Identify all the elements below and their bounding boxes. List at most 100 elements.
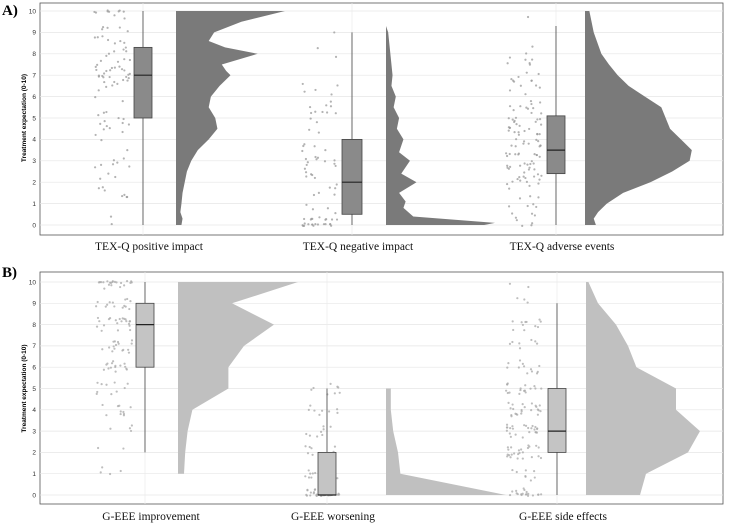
- y-tick-label: 8: [32, 322, 36, 329]
- rain-point: [122, 348, 125, 352]
- rain-point: [118, 317, 121, 321]
- rain-point: [129, 429, 133, 433]
- rain-point: [320, 409, 324, 412]
- rain-point: [519, 179, 522, 182]
- rain-point: [515, 138, 518, 141]
- rain-point: [530, 111, 533, 115]
- rain-point: [508, 493, 512, 497]
- rain-point: [306, 161, 309, 164]
- rain-point: [526, 372, 529, 375]
- rain-point: [508, 56, 512, 59]
- rain-point: [523, 129, 526, 133]
- rain-point: [507, 117, 510, 120]
- box-iqr: [547, 388, 567, 453]
- rain-point: [538, 404, 541, 407]
- rain-point: [530, 224, 533, 227]
- rain-point: [524, 176, 527, 180]
- rain-point: [531, 222, 534, 225]
- rain-point: [124, 365, 127, 368]
- rain-point: [531, 424, 534, 428]
- rain-point: [537, 493, 540, 496]
- rain-point: [538, 155, 541, 158]
- rain-point: [96, 316, 100, 320]
- rain-point: [521, 224, 524, 228]
- rain-point: [521, 436, 524, 439]
- rain-point: [114, 343, 118, 347]
- rain-point: [523, 389, 527, 392]
- rain-point: [309, 218, 312, 221]
- rain-point: [524, 424, 528, 427]
- x-category-label: G-EEE improvement: [102, 511, 200, 523]
- rain-point: [529, 162, 532, 166]
- rain-point: [312, 386, 315, 390]
- rain-point: [108, 75, 111, 79]
- rain-point: [524, 469, 527, 472]
- rain-point: [511, 180, 514, 183]
- rain-point: [538, 86, 541, 89]
- rain-point: [316, 156, 320, 159]
- rain-point: [106, 303, 109, 306]
- rain-point: [506, 391, 509, 395]
- rain-point: [106, 26, 109, 29]
- rain-point: [521, 323, 525, 327]
- rain-point: [123, 386, 126, 390]
- rain-point: [122, 157, 125, 160]
- rain-point: [123, 69, 126, 72]
- rain-point: [93, 10, 96, 14]
- rain-point: [117, 342, 120, 345]
- rain-point: [113, 80, 116, 84]
- rain-point: [526, 107, 530, 110]
- rain-point: [519, 388, 522, 392]
- rain-point: [513, 131, 516, 134]
- rain-point: [535, 405, 538, 408]
- rain-point: [514, 412, 517, 415]
- rain-point: [335, 218, 339, 221]
- rain-point: [530, 402, 534, 405]
- rain-point: [533, 214, 536, 217]
- rain-point: [325, 111, 329, 114]
- rain-point: [305, 175, 308, 178]
- rain-point: [512, 328, 515, 332]
- rain-point: [535, 372, 539, 375]
- rain-point: [315, 493, 318, 496]
- rain-point: [101, 466, 104, 469]
- rain-point: [538, 318, 541, 321]
- rain-point: [540, 123, 543, 126]
- rain-point: [107, 367, 110, 370]
- rain-point: [127, 77, 130, 80]
- rain-point: [317, 191, 320, 194]
- rain-point: [526, 446, 530, 450]
- rain-point: [310, 476, 313, 479]
- rain-point: [510, 446, 513, 449]
- y-tick-label: 7: [32, 343, 36, 350]
- rain-point: [103, 287, 106, 290]
- rain-point: [518, 197, 522, 200]
- rain-point: [314, 88, 317, 92]
- rain-point: [511, 340, 514, 344]
- rain-point: [301, 149, 304, 153]
- rain-point: [119, 39, 122, 43]
- rain-point: [119, 410, 122, 413]
- rain-point: [510, 144, 513, 147]
- rain-point: [514, 216, 518, 219]
- rain-point: [114, 370, 117, 373]
- rain-point: [106, 280, 109, 283]
- rain-point: [103, 189, 106, 192]
- rain-point: [535, 205, 538, 209]
- rain-point: [505, 152, 508, 155]
- rain-point: [96, 300, 99, 304]
- rain-point: [520, 448, 523, 451]
- rain-point: [336, 408, 339, 411]
- rain-point: [540, 387, 543, 390]
- rain-point: [520, 321, 523, 324]
- rain-point: [507, 205, 511, 208]
- rain-point: [106, 38, 110, 42]
- rain-point: [120, 320, 123, 323]
- rain-point: [102, 368, 106, 371]
- rain-point: [518, 359, 522, 362]
- rain-point: [127, 123, 131, 126]
- rain-point: [509, 165, 512, 168]
- rain-point: [308, 128, 311, 131]
- rain-point: [119, 285, 122, 289]
